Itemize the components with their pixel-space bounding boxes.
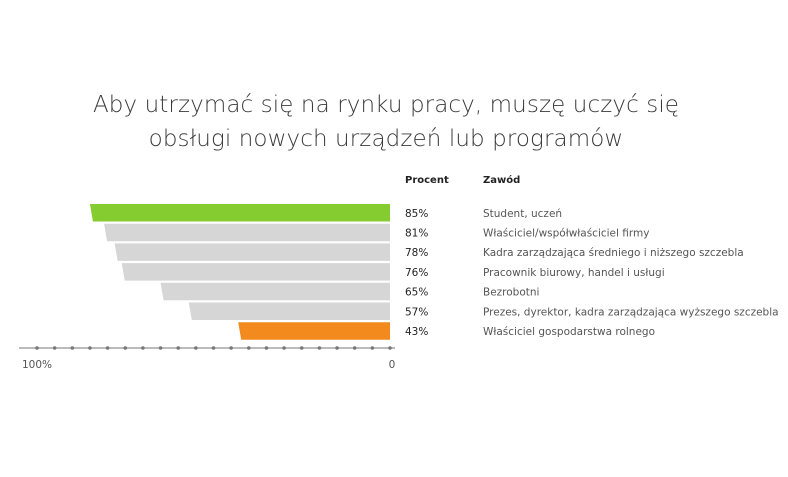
x-axis-tick-dot	[264, 346, 269, 350]
x-axis-tick-dot	[176, 346, 180, 350]
x-axis-tick-dot	[158, 346, 163, 350]
category-label-6: Prezes, dyrektor, kadra zarządzająca wyż…	[483, 306, 779, 318]
bar-7	[238, 322, 390, 340]
x-axis-tick-dot	[388, 346, 392, 350]
x-axis-tick-dot	[317, 346, 322, 350]
bar-3	[114, 243, 390, 261]
bar-6	[188, 302, 390, 320]
x-axis-tick-dot	[105, 346, 110, 350]
title-line-1: Aby utrzymać się na rynku pracy, muszę u…	[92, 92, 680, 118]
category-label-1: Student, uczeń	[483, 208, 562, 220]
category-label-2: Właściciel/współwłaściciel firmy	[483, 227, 649, 239]
category-label-3: Kadra zarządzająca średniego i niższego …	[483, 247, 744, 259]
x-tick-label-0: 0	[389, 359, 396, 371]
x-axis-tick-dot	[335, 346, 339, 350]
x-axis-tick-dot	[229, 346, 233, 350]
category-label-5: Bezrobotni	[483, 287, 539, 299]
x-axis-tick-dot	[35, 346, 39, 350]
bar-5	[160, 282, 390, 301]
category-label-7: Właściciel gospodarstwa rolnego	[483, 326, 655, 338]
bar-2	[104, 223, 390, 242]
x-axis-tick-dot	[88, 346, 92, 350]
title-line-2: obsługi nowych urządzeń lub programów	[148, 126, 624, 152]
x-tick-label-100: 100%	[22, 359, 52, 371]
occupation-column-header: Zawód	[483, 175, 521, 186]
x-axis-tick-dot	[52, 346, 57, 350]
bar-1	[89, 204, 390, 222]
value-label-6: 57%	[405, 306, 428, 318]
value-label-2: 81%	[405, 227, 428, 239]
x-axis-tick-dot	[194, 346, 198, 350]
x-axis-tick-dot	[211, 346, 216, 350]
x-axis-tick-dot	[352, 346, 357, 350]
x-axis-tick-dot	[70, 346, 75, 350]
value-label-3: 78%	[405, 247, 428, 259]
x-axis-tick-dot	[123, 346, 128, 350]
value-label-4: 76%	[405, 267, 428, 279]
x-axis-tick-dot	[370, 346, 375, 350]
chart-title: Aby utrzymać się na rynku pracy, muszę u…	[0, 88, 788, 156]
x-axis-tick-dot	[247, 346, 251, 350]
bar-4	[121, 263, 390, 281]
value-label-5: 65%	[405, 287, 428, 299]
x-axis-tick-dot	[282, 346, 286, 350]
value-label-1: 85%	[405, 208, 428, 220]
x-axis-tick-dot	[299, 346, 304, 350]
category-label-4: Pracownik biurowy, handel i usługi	[483, 267, 665, 279]
percent-column-header: Procent	[405, 175, 449, 186]
value-label-7: 43%	[405, 326, 428, 338]
x-axis-tick-dot	[141, 346, 145, 350]
